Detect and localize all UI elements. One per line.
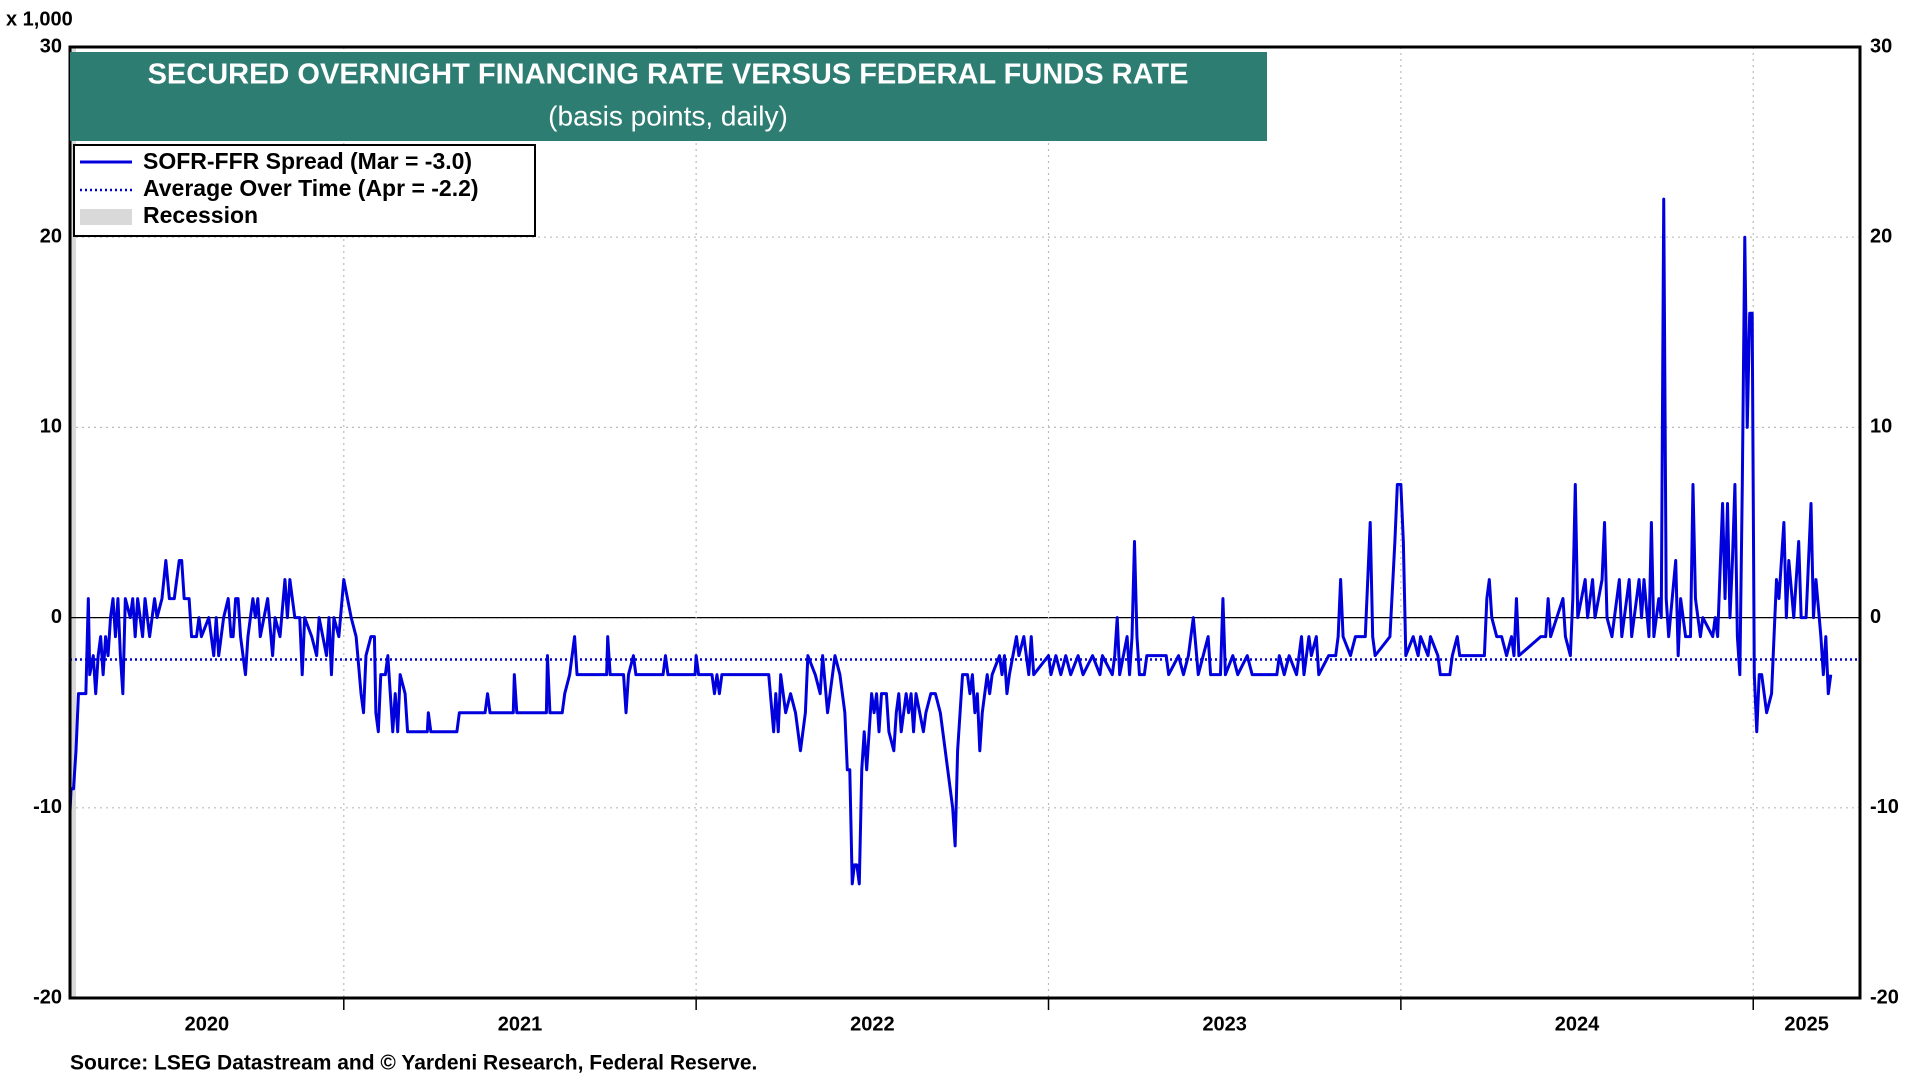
y2-tick-label: -10 <box>1870 796 1899 818</box>
x-tick-label: 2020 <box>185 1013 230 1035</box>
x-tick-label: 2021 <box>498 1013 543 1035</box>
plot-clip <box>70 47 1860 998</box>
chart-subtitle: (basis points, daily) <box>548 100 788 131</box>
recession-band <box>70 47 76 998</box>
series-line <box>70 197 1833 886</box>
legend-swatch <box>80 209 132 225</box>
y2-tick-label: 0 <box>1870 606 1881 628</box>
legend-label: Average Over Time (Apr = -2.2) <box>143 175 479 201</box>
source-note: Source: LSEG Datastream and © Yardeni Re… <box>70 1052 757 1075</box>
y-tick-label: 30 <box>40 35 62 57</box>
x-tick-label: 2024 <box>1555 1013 1600 1035</box>
y-tick-label: 0 <box>51 606 62 628</box>
y-tick-label: -20 <box>33 986 62 1008</box>
y2-tick-label: -20 <box>1870 986 1899 1008</box>
plot-frame <box>68 45 1862 1000</box>
x-tick-label: 2022 <box>850 1013 895 1035</box>
y2-tick-label: 20 <box>1870 225 1892 247</box>
plot-area <box>70 47 1860 998</box>
y2-tick-label: 30 <box>1870 35 1892 57</box>
x-tick-label: 2023 <box>1202 1013 1247 1035</box>
legend-label: SOFR-FFR Spread (Mar = -3.0) <box>143 148 472 174</box>
y-tick-label: -10 <box>33 796 62 818</box>
y-tick-label: 10 <box>40 416 62 438</box>
x-tick-label: 2025 <box>1784 1013 1829 1035</box>
chart-title: SECURED OVERNIGHT FINANCING RATE VERSUS … <box>148 59 1189 91</box>
y2-tick-label: 10 <box>1870 416 1892 438</box>
legend: SOFR-FFR Spread (Mar = -3.0) Average Ove… <box>73 144 536 237</box>
legend-label: Recession <box>143 202 258 228</box>
y-tick-label: 20 <box>40 225 62 247</box>
legend-box <box>73 144 536 237</box>
unit-label: x 1,000 <box>6 8 73 30</box>
title-box <box>70 52 1267 141</box>
